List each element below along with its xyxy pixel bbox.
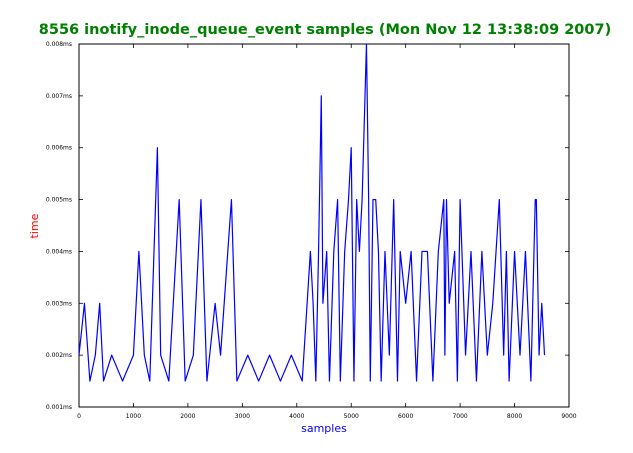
y-axis: 0.001ms 0.002ms 0.003ms 0.004ms 0.005ms 0.006…	[46, 41, 569, 411]
y-tick-label: 0.006ms	[46, 145, 72, 152]
y-tick-label: 0.005ms	[46, 197, 72, 204]
y-tick-label: 0.004ms	[46, 248, 72, 255]
series-layer	[78, 43, 546, 382]
x-axis: 0 1000 2000 3000 4000 5000 6000 7000 8000 9000	[77, 44, 577, 420]
x-tick-label: 1000	[126, 413, 141, 420]
x-tick-label: 5000	[344, 413, 359, 420]
x-tick-label: 8000	[507, 413, 522, 420]
x-tick-label: 4000	[289, 413, 304, 420]
x-tick-label: 0	[77, 413, 81, 420]
chart-title: 8556 inotify_inode_queue_event samples (…	[39, 22, 611, 38]
y-tick-label: 0.008ms	[46, 41, 72, 48]
plot-area	[78, 43, 570, 408]
y-tick-label: 0.001ms	[46, 404, 72, 411]
x-tick-label: 3000	[235, 413, 250, 420]
y-tick-label: 0.003ms	[46, 300, 72, 307]
x-tick-label: 9000	[561, 413, 576, 420]
y-axis-label: time	[28, 213, 41, 238]
y-tick-label: 0.002ms	[46, 352, 72, 359]
series-line-0	[78, 43, 546, 382]
x-axis-label: samples	[301, 422, 347, 435]
x-tick-label: 2000	[180, 413, 195, 420]
x-tick-label: 6000	[398, 413, 413, 420]
y-tick-label: 0.007ms	[46, 93, 72, 100]
x-tick-label: 7000	[452, 413, 467, 420]
